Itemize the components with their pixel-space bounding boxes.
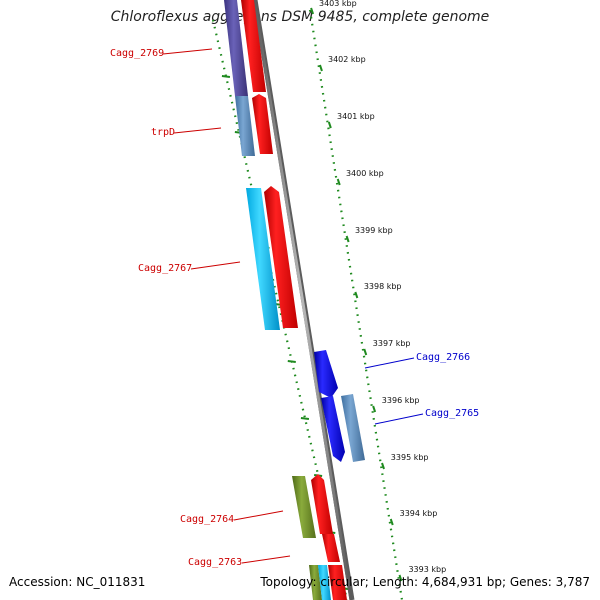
gene-label-connector (241, 555, 291, 564)
genome-title: Chloroflexus aggregans DSM 9485, complet… (110, 9, 490, 25)
gene-blue-cagg-2766-arrow (314, 350, 338, 398)
gene-cagg-2767-block (246, 186, 298, 330)
kbp-tick-label: 3403 kbp (319, 0, 357, 8)
ruler-major-tick-right (381, 462, 385, 470)
gene-steel-cagg-2765 (341, 394, 365, 462)
genome-backbone (252, 0, 353, 600)
kbp-tick-label: 3402 kbp (327, 55, 366, 64)
ruler-major-tick-right (354, 291, 359, 299)
ruler-major-tick-right (336, 178, 341, 186)
gene-label-connector (364, 357, 415, 369)
gene-label-left: Cagg_2763 (188, 557, 243, 568)
ruler-ticks-right (310, 7, 403, 582)
kbp-tick-label: 3401 kbp (336, 112, 375, 121)
gene-label-left: trpD (151, 127, 176, 138)
gene-olive-small (309, 565, 322, 600)
gene-red-cagg-2767-arrow (264, 186, 298, 328)
gene-label-left: Cagg_2764 (180, 514, 235, 525)
ruler-major-tick-left (221, 75, 231, 78)
gene-label-right: Cagg_2766 (416, 352, 471, 363)
kbp-tick-label: 3396 kbp (381, 396, 420, 405)
gene-cagg-2769-block (224, 0, 266, 96)
ruler-major-tick-right (345, 235, 350, 243)
ruler-line-left (211, 19, 349, 600)
accession-text: Accession: NC_011831 (9, 575, 146, 589)
ruler-major-tick-right (319, 64, 323, 72)
ruler-major-tick-right (372, 405, 377, 413)
kbp-tick-label: 3400 kbp (345, 169, 384, 178)
gene-label-connector (233, 510, 284, 521)
kbp-tick-label: 3399 kbp (354, 226, 393, 235)
ruler-major-tick-right (389, 518, 394, 526)
gene-steel-trpd (235, 96, 255, 156)
kbp-tick-label: 3393 kbp (408, 565, 447, 574)
kbp-tick-label: 3395 kbp (390, 453, 429, 462)
gene-label-connector (173, 127, 222, 134)
gene-red-cagg-2769 (241, 0, 266, 92)
ruler-major-tick-left (300, 417, 310, 420)
ruler-major-tick-right (398, 574, 403, 582)
gene-label-right: Cagg_2765 (425, 408, 480, 419)
kbp-tick-label: 3397 kbp (372, 339, 411, 348)
gene-red-tail (328, 565, 347, 600)
genome-summary-text: Topology: circular; Length: 4,684,931 bp… (260, 575, 590, 589)
gene-label-left: Cagg_2769 (110, 48, 165, 59)
gene-cyan-cagg-2767 (246, 188, 280, 330)
gene-red-trpd-arrow (252, 94, 273, 154)
gene-label-connector (162, 48, 213, 55)
ruler-line-right (308, 9, 404, 600)
kbp-tick-label: 3398 kbp (363, 282, 402, 291)
gene-label-connector (374, 413, 424, 425)
ruler-major-tick-right (327, 121, 332, 129)
gene-red-cagg-2763 (322, 534, 340, 562)
ruler-major-tick-right (363, 348, 368, 356)
gene-red-cagg-2764-arrow (311, 474, 333, 534)
gene-trpd-block (235, 94, 273, 156)
ruler-major-tick-left (287, 360, 296, 363)
kbp-tick-label: 3394 kbp (399, 509, 438, 518)
ruler-major-tick-right (310, 7, 315, 15)
gene-label-connector (190, 261, 241, 270)
gene-cagg-2764-block (292, 474, 333, 538)
gene-olive-cagg-2764 (292, 476, 316, 538)
label-connectors (162, 48, 424, 564)
gene-purple-block (224, 0, 248, 96)
gene-cyan-small (318, 565, 331, 600)
gene-label-left: Cagg_2767 (138, 263, 193, 274)
gene-blue-cagg-2765-arrow (321, 396, 345, 462)
gene-cagg-2763-block (309, 534, 347, 600)
